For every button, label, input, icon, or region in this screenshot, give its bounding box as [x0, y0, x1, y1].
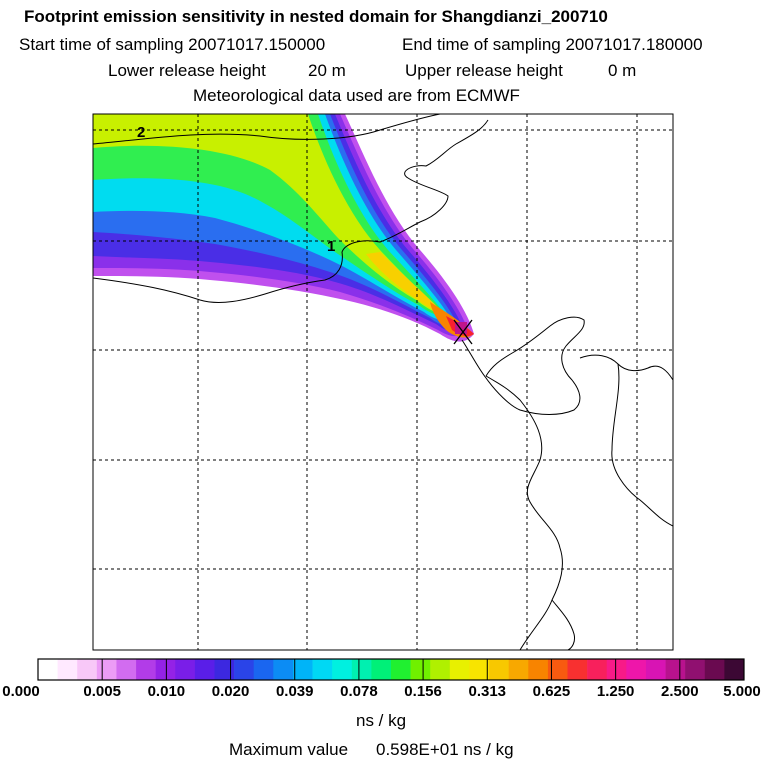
colorbar-unit: ns / kg — [356, 711, 407, 730]
coastline-bohai-west — [93, 119, 489, 303]
colorbar-cell — [626, 659, 647, 680]
coastline-east — [485, 375, 563, 650]
plot-title: Footprint emission sensitivity in nested… — [24, 7, 608, 26]
footprint-plume — [93, 114, 474, 342]
colorbar-tick-label: 5.000 — [723, 683, 761, 700]
colorbar-cell — [116, 659, 137, 680]
colorbar-cell — [371, 659, 392, 680]
colorbar-cell — [489, 659, 509, 680]
colorbar-tick-label: 0.625 — [532, 683, 571, 700]
colorbar-cell — [469, 659, 490, 680]
colorbar-tick-label: 0.313 — [468, 683, 507, 700]
colorbar-tick-label: 0.020 — [211, 683, 250, 700]
colorbar-cell — [391, 659, 411, 680]
colorbar-cell — [253, 659, 274, 680]
colorbar-cells — [38, 659, 745, 680]
colorbar-cell — [724, 659, 745, 680]
footprint-map: 2 1 — [92, 113, 674, 651]
colorbar-tick-label: 0.000 — [2, 683, 40, 700]
colorbar-cell — [57, 659, 78, 680]
colorbar-cell — [449, 659, 470, 680]
sampling-start: Start time of sampling 20071017.150000 — [19, 35, 326, 54]
colorbar-cell — [234, 659, 255, 680]
plume-band-yellowgreen — [93, 114, 442, 314]
colorbar-cell — [528, 659, 549, 680]
colorbar-cell — [410, 659, 431, 680]
plume-band-green — [93, 114, 446, 316]
cluster-label-1: 1 — [327, 238, 335, 255]
colorbar-cell — [194, 659, 215, 680]
colorbar-cell — [136, 659, 156, 680]
colorbar-cell — [312, 659, 333, 680]
cluster-label-2: 2 — [137, 124, 145, 141]
colorbar-tick-label: 0.010 — [147, 683, 186, 700]
map-frame — [92, 113, 674, 651]
colorbar-cell — [430, 659, 451, 680]
lower-release-label: Lower release height — [108, 61, 266, 80]
border-line — [93, 114, 441, 145]
upper-release-value: 0 m — [608, 61, 637, 80]
colorbar-tick-label: 1.250 — [596, 683, 635, 700]
coastline-far-east — [611, 363, 673, 527]
lower-release-value: 20 m — [308, 61, 346, 80]
colorbar-cell — [704, 659, 725, 680]
colorbar-cell — [332, 659, 353, 680]
met-data-note: Meteorological data used are from ECMWF — [193, 86, 520, 105]
colorbar-cell — [685, 659, 706, 680]
sampling-end: End time of sampling 20071017.180000 — [402, 35, 703, 54]
colorbar-cell — [273, 659, 294, 680]
colorbar-cell — [547, 659, 568, 680]
colorbar-cell — [351, 659, 372, 680]
colorbar-cell — [214, 659, 235, 680]
colorbar-frame — [37, 658, 745, 681]
max-value: 0.598E+01 ns / kg — [376, 740, 514, 759]
colorbar-tick-label: 2.500 — [661, 683, 699, 700]
colorbar-cell — [665, 659, 686, 680]
colorbar-cell — [77, 659, 98, 680]
colorbar-cell — [645, 659, 666, 680]
colorbar-cell — [292, 659, 313, 680]
max-value-label: Maximum value — [229, 740, 349, 759]
colorbar-cell — [155, 659, 176, 680]
colorbar-cell — [96, 659, 117, 680]
coastline-north-east — [579, 354, 673, 381]
colorbar-tick-label: 0.005 — [83, 683, 121, 700]
colorbar-tick-label: 0.078 — [340, 683, 378, 700]
colorbar-cell — [175, 659, 196, 680]
graticule — [93, 114, 673, 650]
coastlines — [93, 114, 673, 650]
colorbar-tick-label: 0.156 — [404, 683, 442, 700]
plume-band-yellow — [366, 252, 444, 314]
colorbar-cell — [606, 659, 627, 680]
colorbar-cell — [38, 659, 58, 680]
upper-release-label: Upper release height — [405, 61, 563, 80]
coastline-south — [551, 599, 575, 650]
receptor-marker-icon — [453, 319, 473, 345]
coastline-peninsula — [461, 316, 585, 415]
colorbar-cell — [567, 659, 588, 680]
colorbar-cell — [508, 659, 529, 680]
colorbar-tick-label: 0.039 — [275, 683, 314, 700]
colorbar-cell — [587, 659, 608, 680]
